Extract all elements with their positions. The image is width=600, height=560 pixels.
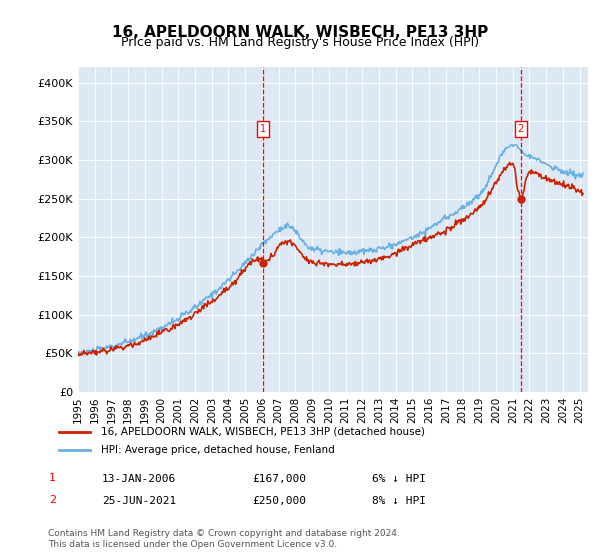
Text: Contains HM Land Registry data © Crown copyright and database right 2024.
This d: Contains HM Land Registry data © Crown c… (48, 529, 400, 549)
Text: 8% ↓ HPI: 8% ↓ HPI (372, 496, 426, 506)
Text: 1: 1 (49, 473, 56, 483)
Text: HPI: Average price, detached house, Fenland: HPI: Average price, detached house, Fenl… (101, 445, 335, 455)
Text: 25-JUN-2021: 25-JUN-2021 (102, 496, 176, 506)
Text: £250,000: £250,000 (252, 496, 306, 506)
Text: 2: 2 (49, 495, 56, 505)
Text: Price paid vs. HM Land Registry's House Price Index (HPI): Price paid vs. HM Land Registry's House … (121, 36, 479, 49)
Text: 1: 1 (260, 124, 266, 134)
Text: 16, APELDOORN WALK, WISBECH, PE13 3HP (detached house): 16, APELDOORN WALK, WISBECH, PE13 3HP (d… (101, 427, 425, 437)
Text: £167,000: £167,000 (252, 474, 306, 484)
Text: 2: 2 (518, 124, 524, 134)
Text: 6% ↓ HPI: 6% ↓ HPI (372, 474, 426, 484)
Text: 16, APELDOORN WALK, WISBECH, PE13 3HP: 16, APELDOORN WALK, WISBECH, PE13 3HP (112, 25, 488, 40)
Text: 13-JAN-2006: 13-JAN-2006 (102, 474, 176, 484)
